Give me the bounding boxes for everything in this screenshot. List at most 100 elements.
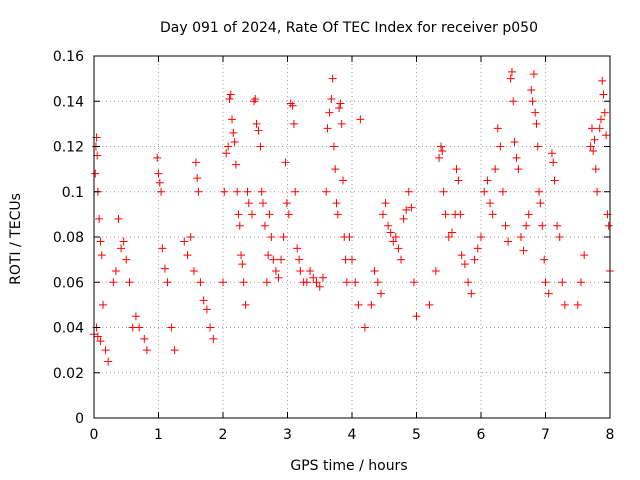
data-point bbox=[238, 260, 247, 269]
data-point bbox=[441, 210, 450, 219]
data-point bbox=[477, 233, 485, 241]
data-point bbox=[331, 165, 340, 174]
data-point bbox=[573, 300, 582, 309]
data-point bbox=[235, 221, 244, 230]
y-axis-label: ROTI / TECUs bbox=[8, 193, 24, 285]
data-point bbox=[327, 94, 336, 103]
data-point bbox=[309, 273, 318, 282]
data-point bbox=[196, 278, 205, 287]
data-point bbox=[493, 124, 502, 133]
data-point bbox=[153, 153, 162, 162]
y-tick-label: 0.02 bbox=[53, 366, 84, 382]
data-point bbox=[209, 334, 218, 343]
data-point bbox=[109, 278, 118, 287]
data-point bbox=[501, 221, 510, 230]
data-point bbox=[282, 199, 291, 208]
data-point bbox=[248, 210, 257, 219]
data-point bbox=[93, 332, 102, 341]
data-point bbox=[233, 187, 242, 196]
data-point bbox=[391, 233, 400, 241]
data-point bbox=[491, 165, 500, 174]
data-point bbox=[96, 237, 105, 246]
data-point bbox=[96, 337, 105, 346]
data-point bbox=[293, 244, 302, 253]
data-point bbox=[488, 210, 497, 219]
data-point bbox=[460, 260, 469, 269]
x-tick-label: 7 bbox=[541, 427, 550, 443]
data-point bbox=[258, 199, 267, 208]
data-point bbox=[541, 278, 550, 287]
data-point bbox=[514, 165, 523, 174]
data-point bbox=[260, 221, 269, 230]
data-point bbox=[348, 255, 356, 264]
data-point bbox=[277, 255, 286, 264]
data-point bbox=[333, 210, 342, 219]
data-point bbox=[529, 70, 538, 79]
data-point bbox=[345, 233, 354, 241]
data-point bbox=[535, 187, 544, 196]
data-point bbox=[452, 165, 461, 174]
data-point bbox=[439, 187, 448, 196]
data-point bbox=[262, 278, 271, 287]
data-point bbox=[512, 153, 521, 162]
data-point bbox=[377, 289, 386, 298]
data-point bbox=[284, 210, 293, 219]
data-point bbox=[473, 244, 482, 253]
data-point bbox=[140, 334, 149, 343]
data-point bbox=[289, 119, 298, 128]
data-point bbox=[533, 142, 542, 151]
data-point bbox=[256, 142, 265, 151]
data-point bbox=[265, 210, 274, 219]
data-point bbox=[335, 104, 344, 113]
data-point bbox=[170, 346, 179, 355]
data-point bbox=[351, 278, 360, 287]
data-point bbox=[553, 221, 562, 230]
data-point bbox=[596, 115, 605, 124]
data-point bbox=[154, 169, 163, 178]
data-point bbox=[104, 357, 113, 366]
data-point bbox=[470, 255, 479, 264]
data-point bbox=[142, 346, 151, 355]
data-point bbox=[342, 278, 351, 287]
data-point bbox=[91, 169, 100, 178]
data-point bbox=[252, 119, 261, 128]
data-point bbox=[257, 187, 266, 196]
data-point bbox=[295, 255, 304, 264]
data-point bbox=[291, 187, 300, 196]
data-point bbox=[306, 266, 315, 275]
data-point bbox=[454, 176, 463, 185]
data-point bbox=[338, 176, 347, 185]
data-point bbox=[325, 108, 334, 117]
data-point bbox=[224, 142, 233, 151]
data-point bbox=[516, 233, 525, 241]
data-point bbox=[544, 289, 553, 298]
data-point bbox=[302, 278, 311, 287]
data-point bbox=[329, 142, 338, 151]
data-point bbox=[586, 142, 595, 151]
data-point bbox=[538, 221, 547, 230]
data-point bbox=[591, 165, 600, 174]
data-point bbox=[524, 210, 533, 219]
data-point bbox=[155, 178, 164, 187]
y-tick-label: 0.04 bbox=[53, 321, 84, 337]
data-point bbox=[402, 205, 411, 214]
data-point bbox=[580, 251, 589, 260]
data-point bbox=[281, 158, 290, 167]
data-point bbox=[498, 187, 507, 196]
data-point bbox=[93, 151, 102, 160]
data-point bbox=[604, 221, 613, 230]
data-point bbox=[536, 199, 545, 208]
data-point bbox=[111, 266, 120, 275]
y-tick-label: 0.1 bbox=[62, 185, 84, 201]
data-point bbox=[409, 278, 418, 287]
data-point bbox=[199, 296, 208, 305]
data-point bbox=[397, 255, 406, 264]
data-point bbox=[183, 251, 192, 260]
x-tick-label: 0 bbox=[90, 427, 99, 443]
x-axis-label: GPS time / hours bbox=[290, 458, 407, 474]
data-point bbox=[527, 85, 536, 94]
data-point bbox=[191, 158, 200, 167]
data-point bbox=[555, 233, 564, 241]
data-point bbox=[356, 115, 365, 124]
